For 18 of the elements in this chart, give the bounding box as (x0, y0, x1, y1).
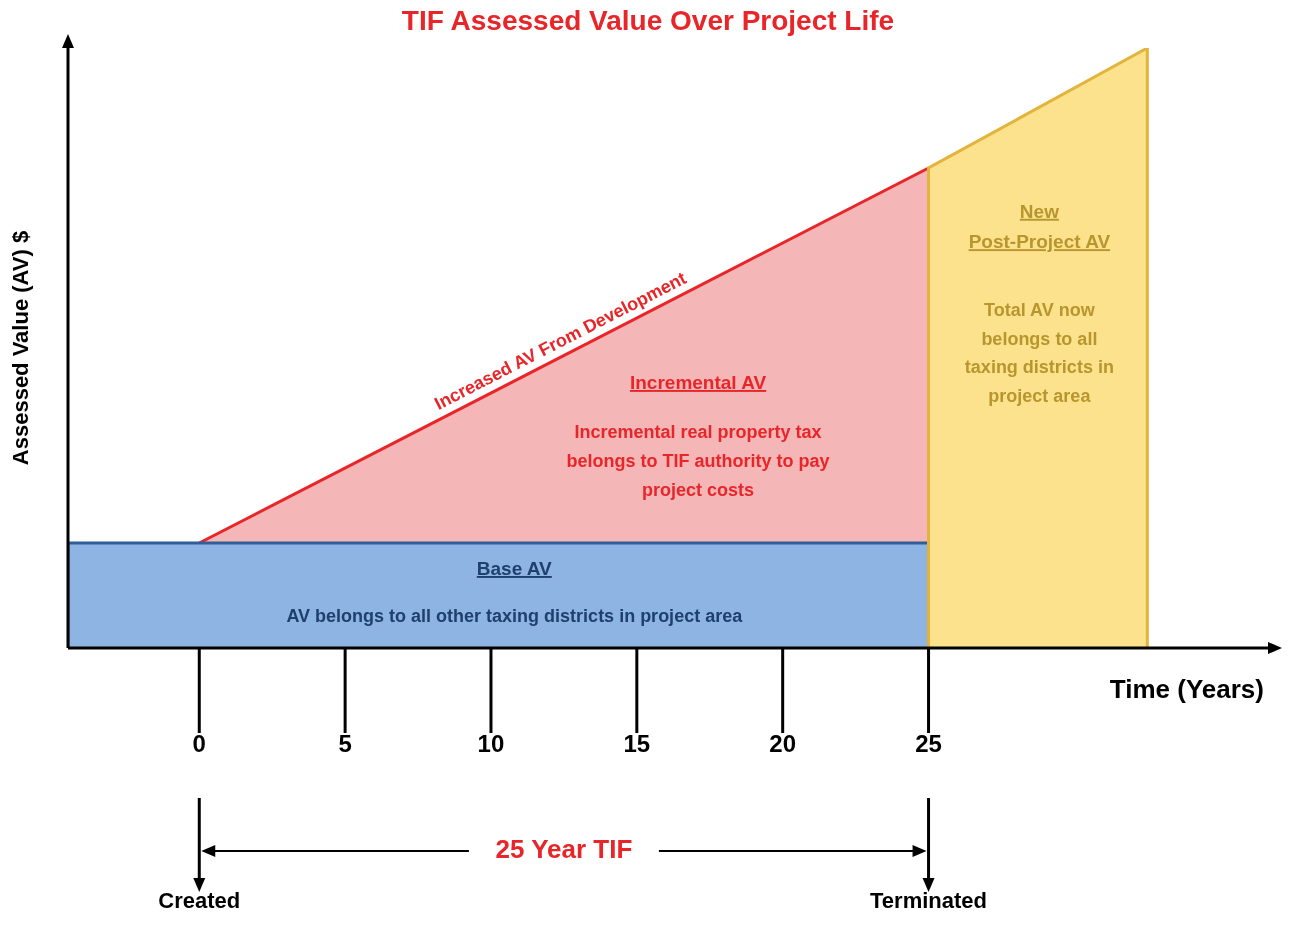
x-tick-label: 5 (338, 730, 352, 758)
x-tick-label: 15 (623, 730, 651, 758)
x-axis-title: Time (Years) (1109, 674, 1264, 704)
x-tick-label: 25 (915, 730, 942, 758)
y-axis-title: Assessed Value (AV) $ (7, 230, 33, 466)
x-tick-label: 0 (192, 730, 206, 758)
series-label: Base AV (476, 558, 553, 580)
text: Terminated (870, 888, 988, 913)
x-tick-label: 10 (477, 730, 505, 758)
series-label: Incremental AV (629, 372, 767, 394)
text: Created (158, 888, 241, 913)
text: 25 Year TIF (495, 833, 633, 864)
series-label: New Post-Project AV (968, 200, 1111, 253)
annotation: AV belongs to all other taxing districts in project area (286, 605, 744, 626)
x-tick-label: 20 (769, 730, 797, 758)
chart-title: TIF Assessed Value Over Project Life (401, 5, 895, 36)
annotation: Incremental real property tax belongs to TIF authority to pay project costs (566, 421, 830, 500)
annotation: Total AV now belongs to all taxing districts in project area (964, 299, 1114, 406)
